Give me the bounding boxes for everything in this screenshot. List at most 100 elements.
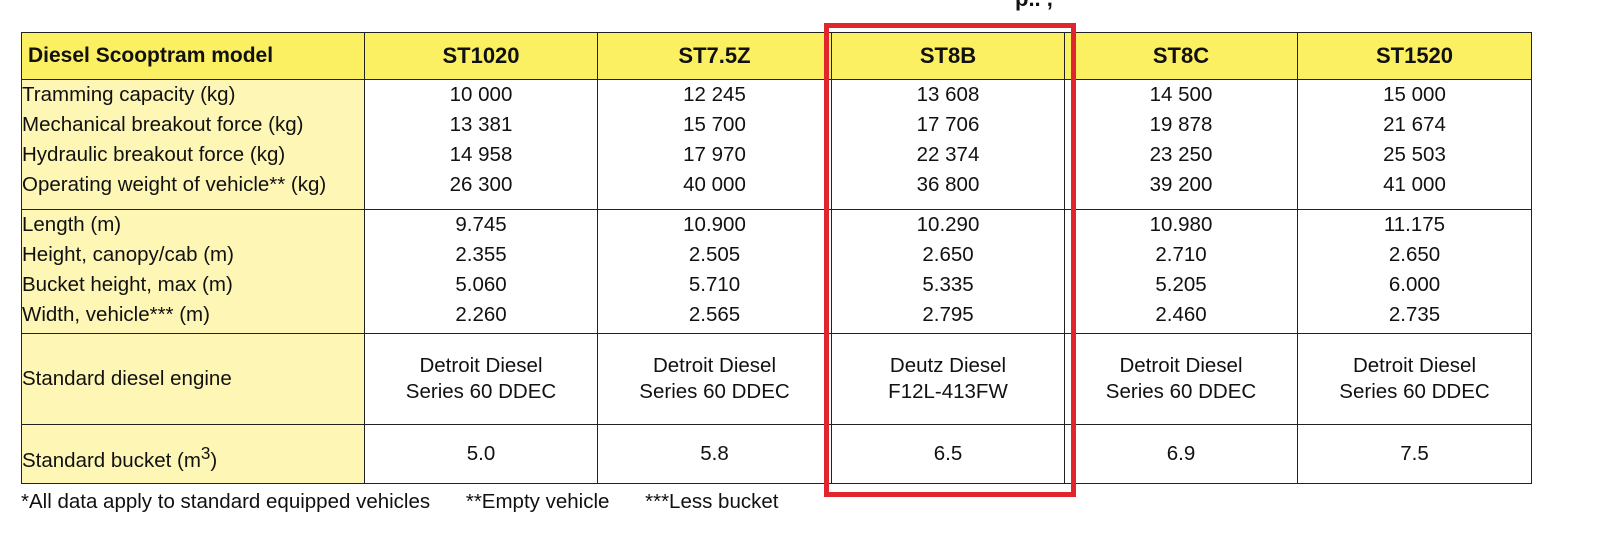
value-cell: Deutz Diesel F12L-413FW [831,333,1065,425]
value-cell: 5.8 [597,424,832,484]
value: Series 60 DDEC [639,380,790,403]
superscript: 3 [200,444,211,463]
value: 5.710 [688,273,741,296]
value-cell: 10 000 13 381 14 958 26 300 [364,79,598,210]
value: 9.745 [455,213,507,236]
value: 2.650 [922,243,974,266]
value: Detroit Diesel [419,354,543,377]
value: 2.505 [688,243,741,266]
value-cell: 6.5 [831,424,1065,484]
value-cell: 7.5 [1297,424,1532,484]
bucket-label: Standard bucket (m [22,448,201,472]
cropped-heading-fragment: p.. , [1015,0,1053,12]
scooptram-spec-table: Diesel Scooptram model ST1020 ST7.5Z ST8… [21,32,1532,484]
value: 2.735 [1388,303,1441,326]
value: 21 674 [1383,113,1446,136]
value: 13 381 [449,113,513,136]
value: Detroit Diesel [1119,354,1243,377]
value: 5.0 [466,442,496,465]
value: Deutz Diesel [889,354,1007,377]
value: 10.980 [1149,213,1213,236]
value: Detroit Diesel [652,354,777,377]
value-cell: Detroit Diesel Series 60 DDEC [1064,333,1298,425]
value-cell: Detroit Diesel Series 60 DDEC [364,333,598,425]
value: 14 500 [1149,83,1213,106]
footnotes: *All data apply to standard equipped veh… [21,490,808,514]
row-labels: Tramming capacity (kg) Mechanical breako… [21,79,365,210]
value: 19 878 [1149,113,1213,136]
value: 40 000 [683,173,746,196]
value: 5.060 [455,273,507,296]
table-row-capacity-group: Tramming capacity (kg) Mechanical breako… [21,79,1532,210]
value: 13 608 [916,83,980,106]
value-cell: Detroit Diesel Series 60 DDEC [597,333,832,425]
value: 22 374 [916,143,980,166]
value: 5.8 [700,442,729,465]
value: 17 706 [916,113,980,136]
value: 6.9 [1166,442,1196,465]
value: F12L-413FW [888,380,1008,403]
table-row-engine: Standard diesel engine Detroit Diesel Se… [21,333,1532,425]
row-label: Hydraulic breakout force (kg) [22,143,286,166]
value: 14 958 [449,143,513,166]
value: 5.335 [922,273,974,296]
header-label: Diesel Scooptram model [21,32,365,80]
value-cell: 10.290 2.650 5.335 2.795 [831,209,1065,334]
value-cell: 13 608 17 706 22 374 36 800 [831,79,1065,210]
table-row-bucket: Standard bucket (m3) 5.0 5.8 6.5 6.9 7.5 [21,424,1532,484]
row-label: Operating weight of vehicle** (kg) [22,173,327,196]
value: 25 503 [1383,143,1446,166]
row-label: Width, vehicle*** (m) [22,303,210,326]
value: 2.565 [688,303,741,326]
value: 6.000 [1388,273,1441,296]
row-label: Length (m) [22,213,122,236]
value: 2.355 [455,243,507,266]
footnote: *All data apply to standard equipped veh… [21,490,431,513]
value: 17 970 [683,143,746,166]
value: 41 000 [1383,173,1446,196]
value: 39 200 [1149,173,1213,196]
footnote: ***Less bucket [645,490,779,513]
value-cell: 14 500 19 878 23 250 39 200 [1064,79,1298,210]
value: Detroit Diesel [1352,354,1477,377]
row-label: Height, canopy/cab (m) [22,243,234,266]
value: 12 245 [683,83,746,106]
value-cell: 15 000 21 674 25 503 41 000 [1297,79,1532,210]
value: 10 000 [449,83,513,106]
model-header: ST1020 [364,32,598,80]
value: 11.175 [1383,213,1446,236]
row-label-text: Standard bucket (m3) [22,441,364,472]
value-cell: 10.900 2.505 5.710 2.565 [597,209,832,334]
value-cell: 11.175 2.650 6.000 2.735 [1297,209,1532,334]
model-header: ST8B [831,32,1065,80]
value-cell: Detroit Diesel Series 60 DDEC [1297,333,1532,425]
value: 2.650 [1388,243,1441,266]
model-header: ST8C [1064,32,1298,80]
value: 2.795 [922,303,974,326]
table-row-dimensions-group: Length (m) Height, canopy/cab (m) Bucket… [21,209,1532,334]
value-cell: 5.0 [364,424,598,484]
value: 36 800 [916,173,980,196]
value: 10.290 [916,213,980,236]
value-cell: 9.745 2.355 5.060 2.260 [364,209,598,334]
value: 6.5 [933,442,963,465]
bucket-label-close: ) [210,448,218,472]
row-label: Bucket height, max (m) [22,273,233,296]
value-cell: 10.980 2.710 5.205 2.460 [1064,209,1298,334]
row-labels: Length (m) Height, canopy/cab (m) Bucket… [21,209,365,334]
footnote: **Empty vehicle [465,490,610,513]
value: 26 300 [449,173,513,196]
value: 2.260 [455,303,507,326]
value: Series 60 DDEC [1339,380,1490,403]
value: 10.900 [683,213,746,236]
row-label: Mechanical breakout force (kg) [22,113,304,136]
value-cell: 12 245 15 700 17 970 40 000 [597,79,832,210]
value: 23 250 [1149,143,1213,166]
model-header: ST7.5Z [597,32,832,80]
value: 7.5 [1400,442,1429,465]
row-label-text: Standard diesel engine [22,367,232,390]
value: 15 700 [683,113,746,136]
value: Series 60 DDEC [1105,380,1257,403]
value: Series 60 DDEC [405,380,557,403]
row-label: Standard diesel engine [21,333,365,425]
